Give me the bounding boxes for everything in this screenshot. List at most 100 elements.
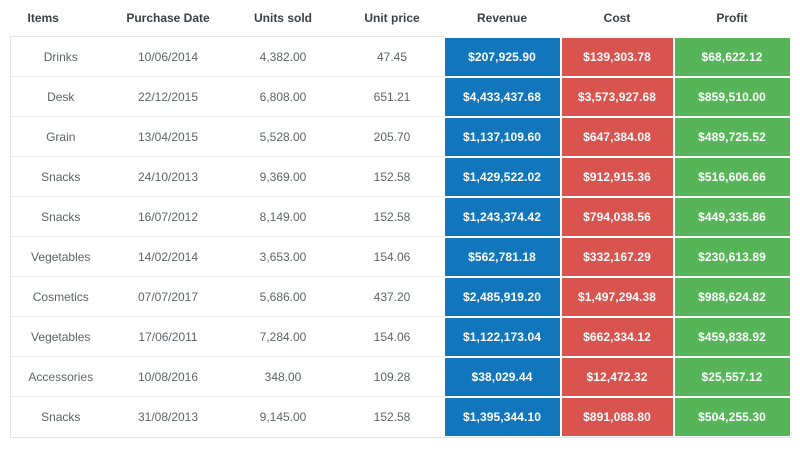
cell-item: Snacks bbox=[10, 196, 111, 237]
cell-units-sold: 9,369.00 bbox=[225, 156, 341, 197]
cell-purchase-date: 17/06/2011 bbox=[110, 316, 226, 357]
revenue-value: $1,429,522.02 bbox=[444, 157, 560, 196]
cell-item: Cosmetics bbox=[10, 276, 111, 317]
table-body: Drinks 10/06/2014 4,382.00 47.45 $207,92… bbox=[10, 36, 791, 438]
cell-cost: $662,334.12 bbox=[560, 316, 674, 357]
profit-value: $489,725.52 bbox=[674, 117, 790, 156]
revenue-value: $4,433,437.68 bbox=[444, 77, 560, 116]
cell-item: Accessories bbox=[10, 356, 111, 397]
cell-purchase-date: 10/08/2016 bbox=[110, 356, 226, 397]
cell-item: Vegetables bbox=[10, 236, 111, 277]
report-page: Items Purchase Date Units sold Unit pric… bbox=[10, 0, 791, 438]
col-header-profit: Profit bbox=[673, 0, 791, 37]
cell-cost: $12,472.32 bbox=[560, 356, 674, 397]
cell-revenue: $1,429,522.02 bbox=[443, 156, 561, 197]
revenue-value: $562,781.18 bbox=[444, 237, 560, 276]
cell-unit-price: 47.45 bbox=[340, 36, 444, 77]
col-header-purchase-date: Purchase Date bbox=[110, 0, 226, 37]
cell-revenue: $1,395,344.10 bbox=[443, 396, 561, 438]
profit-value: $504,255.30 bbox=[674, 397, 790, 436]
cell-unit-price: 651.21 bbox=[340, 76, 444, 117]
col-header-cost: Cost bbox=[560, 0, 674, 37]
cell-profit: $516,606.66 bbox=[673, 156, 791, 197]
cell-revenue: $38,029.44 bbox=[443, 356, 561, 397]
revenue-value: $1,395,344.10 bbox=[444, 397, 560, 436]
table-header-row: Items Purchase Date Units sold Unit pric… bbox=[10, 0, 791, 37]
table-row: Snacks 24/10/2013 9,369.00 152.58 $1,429… bbox=[10, 156, 791, 197]
cell-units-sold: 9,145.00 bbox=[225, 396, 341, 438]
cell-unit-price: 154.06 bbox=[340, 316, 444, 357]
profit-value: $68,622.12 bbox=[674, 37, 790, 76]
cell-units-sold: 6,808.00 bbox=[225, 76, 341, 117]
cost-value: $332,167.29 bbox=[561, 237, 673, 276]
cell-cost: $3,573,927.68 bbox=[560, 76, 674, 117]
cell-revenue: $1,243,374.42 bbox=[443, 196, 561, 237]
cell-revenue: $562,781.18 bbox=[443, 236, 561, 277]
cell-units-sold: 3,653.00 bbox=[225, 236, 341, 277]
cost-value: $662,334.12 bbox=[561, 317, 673, 356]
cost-value: $3,573,927.68 bbox=[561, 77, 673, 116]
cell-purchase-date: 24/10/2013 bbox=[110, 156, 226, 197]
cell-profit: $459,838.92 bbox=[673, 316, 791, 357]
cost-value: $647,384.08 bbox=[561, 117, 673, 156]
cell-profit: $449,335.86 bbox=[673, 196, 791, 237]
cell-units-sold: 5,686.00 bbox=[225, 276, 341, 317]
cost-value: $912,915.36 bbox=[561, 157, 673, 196]
revenue-value: $1,122,173.04 bbox=[444, 317, 560, 356]
profit-value: $859,510.00 bbox=[674, 77, 790, 116]
profit-value: $516,606.66 bbox=[674, 157, 790, 196]
cell-profit: $489,725.52 bbox=[673, 116, 791, 157]
cost-value: $12,472.32 bbox=[561, 357, 673, 396]
table-row: Accessories 10/08/2016 348.00 109.28 $38… bbox=[10, 356, 791, 397]
cell-unit-price: 109.28 bbox=[340, 356, 444, 397]
profit-value: $25,557.12 bbox=[674, 357, 790, 396]
cell-profit: $504,255.30 bbox=[673, 396, 791, 438]
cell-revenue: $1,122,173.04 bbox=[443, 316, 561, 357]
table-row: Snacks 31/08/2013 9,145.00 152.58 $1,395… bbox=[10, 396, 791, 438]
col-header-revenue: Revenue bbox=[443, 0, 561, 37]
cell-cost: $139,303.78 bbox=[560, 36, 674, 77]
cost-value: $1,497,294.38 bbox=[561, 277, 673, 316]
profit-value: $988,624.82 bbox=[674, 277, 790, 316]
cell-item: Drinks bbox=[10, 36, 111, 77]
revenue-value: $1,137,109.60 bbox=[444, 117, 560, 156]
cost-value: $139,303.78 bbox=[561, 37, 673, 76]
cell-cost: $647,384.08 bbox=[560, 116, 674, 157]
cell-cost: $1,497,294.38 bbox=[560, 276, 674, 317]
table-row: Vegetables 14/02/2014 3,653.00 154.06 $5… bbox=[10, 236, 791, 277]
cell-revenue: $2,485,919.20 bbox=[443, 276, 561, 317]
cell-cost: $794,038.56 bbox=[560, 196, 674, 237]
cell-item: Vegetables bbox=[10, 316, 111, 357]
table-row: Grain 13/04/2015 5,528.00 205.70 $1,137,… bbox=[10, 116, 791, 157]
revenue-value: $2,485,919.20 bbox=[444, 277, 560, 316]
cell-unit-price: 205.70 bbox=[340, 116, 444, 157]
profit-value: $449,335.86 bbox=[674, 197, 790, 236]
profit-value: $230,613.89 bbox=[674, 237, 790, 276]
cost-value: $794,038.56 bbox=[561, 197, 673, 236]
cell-purchase-date: 13/04/2015 bbox=[110, 116, 226, 157]
cell-revenue: $1,137,109.60 bbox=[443, 116, 561, 157]
cell-profit: $988,624.82 bbox=[673, 276, 791, 317]
col-header-unit-price: Unit price bbox=[340, 0, 444, 37]
cell-unit-price: 152.58 bbox=[340, 396, 444, 438]
cell-item: Desk bbox=[10, 76, 111, 117]
profit-value: $459,838.92 bbox=[674, 317, 790, 356]
cell-purchase-date: 14/02/2014 bbox=[110, 236, 226, 277]
cell-purchase-date: 22/12/2015 bbox=[110, 76, 226, 117]
cell-units-sold: 4,382.00 bbox=[225, 36, 341, 77]
col-header-units-sold: Units sold bbox=[225, 0, 341, 37]
table-row: Drinks 10/06/2014 4,382.00 47.45 $207,92… bbox=[10, 36, 791, 77]
cell-unit-price: 152.58 bbox=[340, 196, 444, 237]
cell-unit-price: 152.58 bbox=[340, 156, 444, 197]
cell-purchase-date: 10/06/2014 bbox=[110, 36, 226, 77]
cell-profit: $25,557.12 bbox=[673, 356, 791, 397]
revenue-value: $207,925.90 bbox=[444, 37, 560, 76]
sales-table: Items Purchase Date Units sold Unit pric… bbox=[10, 0, 791, 438]
cell-unit-price: 154.06 bbox=[340, 236, 444, 277]
table-row: Desk 22/12/2015 6,808.00 651.21 $4,433,4… bbox=[10, 76, 791, 117]
cell-cost: $891,088.80 bbox=[560, 396, 674, 438]
revenue-value: $1,243,374.42 bbox=[444, 197, 560, 236]
cell-purchase-date: 07/07/2017 bbox=[110, 276, 226, 317]
cell-revenue: $4,433,437.68 bbox=[443, 76, 561, 117]
cell-unit-price: 437.20 bbox=[340, 276, 444, 317]
